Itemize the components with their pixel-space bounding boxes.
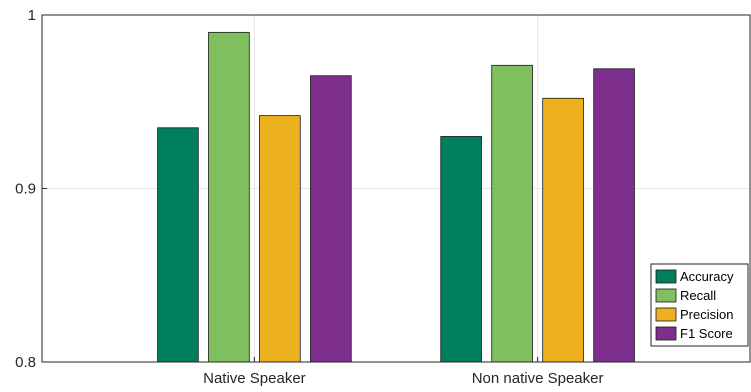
bar-accuracy <box>157 127 199 363</box>
y-tick-label: 0.9 <box>15 181 36 198</box>
legend-label: Precision <box>680 307 733 322</box>
legend-swatch <box>655 326 677 341</box>
x-axis: Native Speaker Non native Speaker <box>203 357 603 387</box>
legend-swatch <box>655 269 677 284</box>
legend: Accuracy Recall Precision F1 Score <box>650 263 749 347</box>
legend-label: Accuracy <box>680 269 734 284</box>
bar-f1-score <box>310 75 352 363</box>
legend-label: Recall <box>680 288 716 303</box>
x-tick-label: Non native Speaker <box>472 370 604 387</box>
bars <box>157 31 635 363</box>
legend-label: F1 Score <box>680 326 733 341</box>
bar-precision <box>542 97 584 363</box>
y-tick-label: 1 <box>28 7 36 24</box>
y-tick-label: 0.8 <box>15 354 36 371</box>
bar-precision <box>259 115 301 363</box>
bar-f1-score <box>593 68 635 363</box>
legend-swatch <box>655 288 677 303</box>
y-axis: 0.8 0.9 1 <box>15 7 47 371</box>
bar-accuracy <box>440 136 482 363</box>
bar-recall <box>208 31 250 363</box>
bar-recall <box>491 64 533 363</box>
legend-swatch <box>655 307 677 322</box>
x-tick-label: Native Speaker <box>203 370 306 387</box>
